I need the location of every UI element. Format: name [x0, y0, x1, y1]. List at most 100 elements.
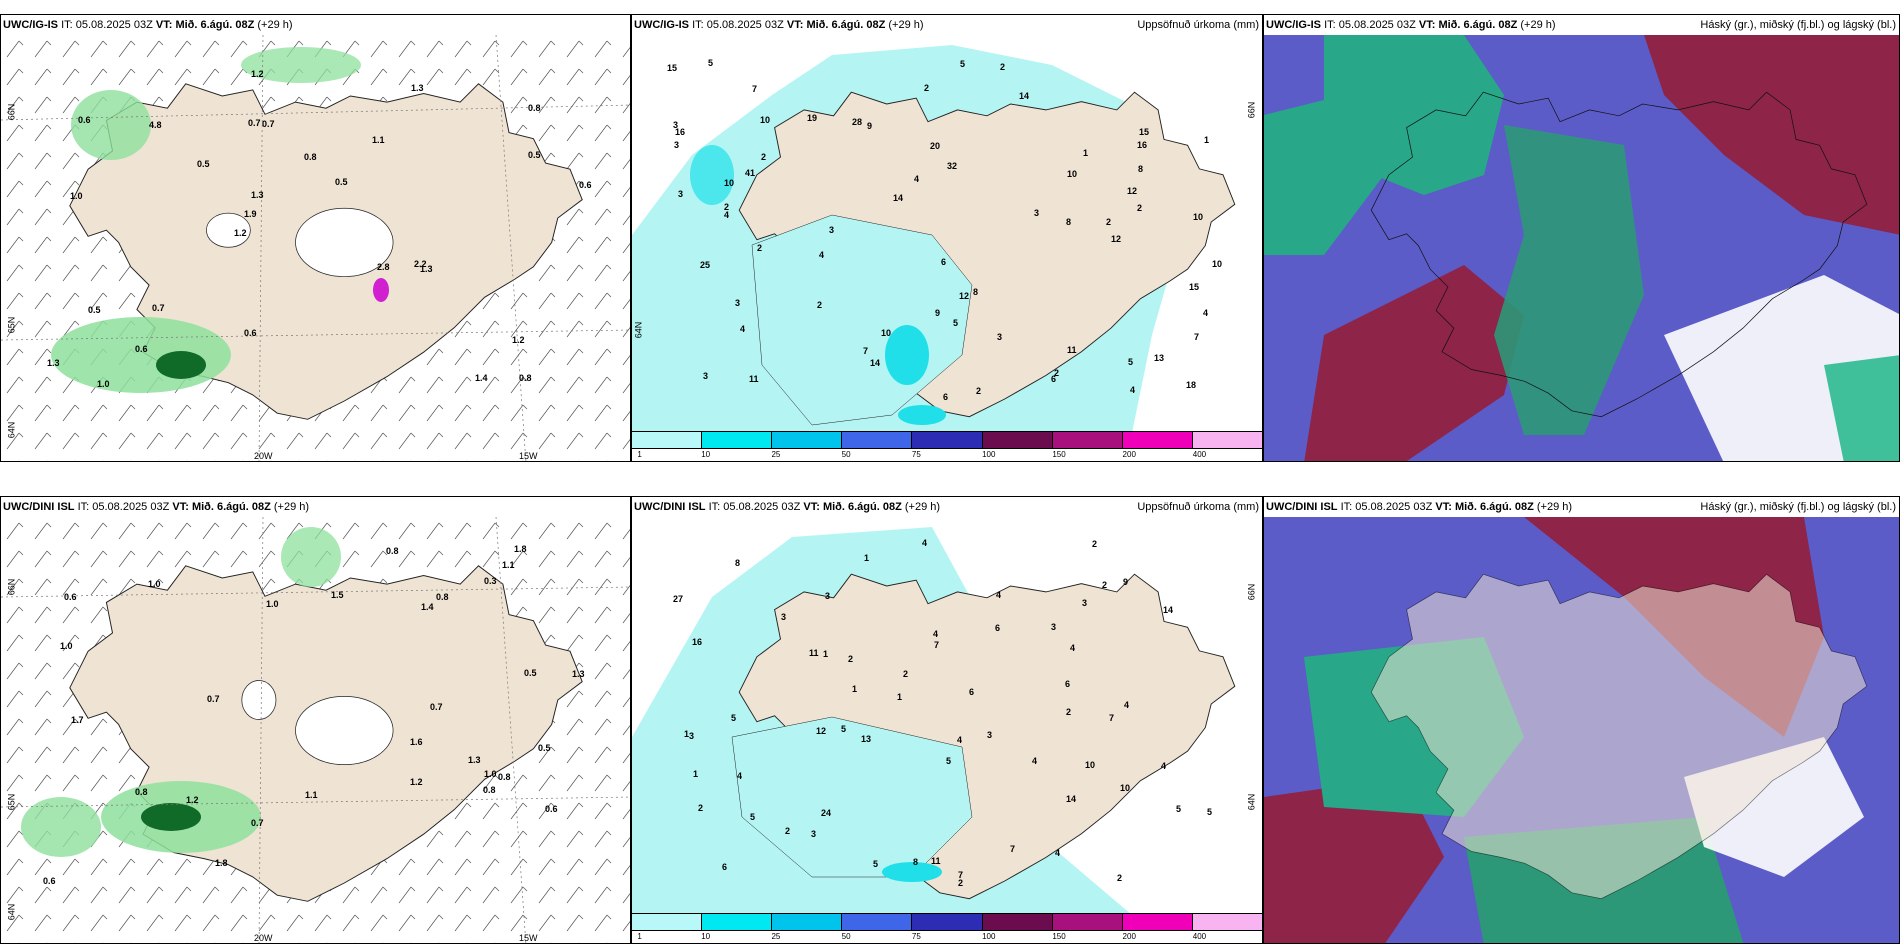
value-label: 7	[934, 640, 940, 650]
colorbar: 1 10 25 50 75 100 150 200 400	[632, 913, 1262, 943]
value-label: 1.3	[251, 190, 264, 200]
it-label: IT:	[708, 501, 721, 513]
value-label: 1.0	[70, 191, 83, 201]
value-label: 18	[1186, 380, 1197, 390]
value-label: 3	[825, 591, 831, 601]
value-label: 27	[673, 594, 684, 604]
value-label: 4	[724, 210, 730, 220]
lat-label: 64N	[1246, 793, 1257, 811]
colorbar-tick: 150	[1052, 450, 1066, 459]
value-label: 2	[1000, 62, 1006, 72]
value-label: 10	[760, 115, 771, 125]
panel-header: UWC/IG-IS IT: 05.08.2025 03Z VT: Mið. 6.…	[1264, 15, 1899, 35]
value-label: 0.5	[88, 305, 101, 315]
map-area	[1264, 517, 1899, 943]
field-title: Háský (gr.), miðský (fj.bl.) og lágský (…	[1700, 501, 1896, 513]
value-label: 5	[841, 724, 847, 734]
lon-label: 20W	[254, 933, 273, 943]
lead-time: (+29 h)	[888, 19, 924, 31]
value-label: 0.6	[135, 344, 148, 354]
value-label: 10	[1085, 760, 1096, 770]
value-label: 0.8	[528, 103, 541, 113]
value-label: 15	[1139, 127, 1150, 137]
value-label: 8	[735, 558, 741, 568]
colorbar-cell	[772, 432, 843, 448]
it-label: IT:	[77, 501, 90, 513]
colorbar-tick: 10	[701, 450, 711, 459]
colorbar-cell	[1052, 914, 1123, 930]
value-label: 0.5	[335, 177, 348, 187]
value-label: 4	[1070, 643, 1076, 653]
value-label: 1.0	[97, 379, 110, 389]
value-label: 2.8	[377, 262, 390, 272]
lat-label: 64N	[6, 903, 17, 921]
vt-label: VT:	[172, 501, 189, 513]
value-label: 2	[903, 669, 909, 679]
value-label: 1.1	[305, 790, 318, 800]
vt-label: VT:	[803, 501, 820, 513]
value-label: 7	[752, 84, 758, 94]
colorbar-cell	[982, 432, 1053, 448]
value-label: 14	[893, 193, 904, 203]
value-label: 4	[914, 174, 920, 184]
value-label: 20	[930, 141, 941, 151]
value-label: 3	[987, 730, 993, 740]
vt-label: VT:	[1418, 19, 1436, 31]
value-label: 0.8	[135, 787, 148, 797]
lat-label: 66N	[1246, 583, 1257, 601]
value-label: 3	[703, 371, 709, 381]
value-label: 0.3	[484, 576, 497, 586]
colorbar-cell	[912, 914, 983, 930]
value-label: 6	[1065, 679, 1071, 689]
value-label: 1.3	[420, 264, 433, 274]
field-title: Uppsöfnuð úrkoma (mm)	[1137, 501, 1259, 513]
lat-label: 65N	[6, 316, 17, 334]
value-label: 5	[873, 859, 879, 869]
value-label: 4	[1203, 308, 1209, 318]
colorbar-cells	[632, 913, 1262, 931]
valid-time: Mið. 6.ágú. 08Z	[1454, 501, 1534, 513]
colorbar-tick: 10	[701, 932, 711, 941]
value-label: 5	[708, 58, 714, 68]
value-label: 2	[698, 803, 704, 813]
value-label: 4	[1130, 385, 1136, 395]
colorbar-ticks: 1 10 25 50 75 100 150 200 400	[632, 449, 1262, 461]
value-label: 24	[821, 808, 832, 818]
colorbar-cell	[982, 914, 1053, 930]
panel-header: UWC/DINI ISL IT: 05.08.2025 03Z VT: Mið.…	[1264, 497, 1899, 517]
map-area	[1, 35, 630, 461]
colorbar-cells	[632, 431, 1262, 449]
value-label: 9	[867, 121, 873, 131]
value-label: 2	[724, 202, 730, 212]
value-label: 6	[969, 687, 975, 697]
vt-label: VT:	[786, 19, 804, 31]
lat-label: 64N	[6, 421, 17, 439]
lead-time: (+29 h)	[257, 19, 293, 31]
colorbar-tick: 25	[771, 450, 781, 459]
value-label: 2	[761, 152, 767, 162]
value-label: 11	[749, 374, 759, 384]
value-label: 0.6	[43, 876, 56, 886]
lead-time: (+29 h)	[904, 501, 941, 513]
value-label: 16	[1137, 140, 1148, 150]
value-label: 1.9	[244, 209, 257, 219]
value-label: 1.0	[148, 579, 161, 589]
value-label: 2	[817, 300, 823, 310]
value-label: 3	[674, 140, 680, 150]
lead-time: (+29 h)	[273, 501, 310, 513]
colorbar-tick: 25	[771, 932, 781, 941]
valid-time: Mið. 6.ágú. 08Z	[806, 19, 886, 31]
panel-header: UWC/IG-IS IT: 05.08.2025 03Z VT: Mið. 6.…	[632, 15, 1262, 35]
value-label: 1.2	[251, 69, 264, 79]
colorbar-cell	[702, 914, 773, 930]
map-area	[1, 517, 630, 943]
value-label: 2	[757, 243, 763, 253]
value-label: 3	[1082, 598, 1088, 608]
value-label: 6	[722, 862, 728, 872]
value-label: 2	[1054, 368, 1060, 378]
lat-label: 65N	[6, 793, 17, 811]
value-label: 3	[829, 225, 835, 235]
value-label: 2	[1106, 217, 1112, 227]
lat-label: 66N	[6, 578, 17, 596]
it-label: IT:	[61, 19, 73, 31]
